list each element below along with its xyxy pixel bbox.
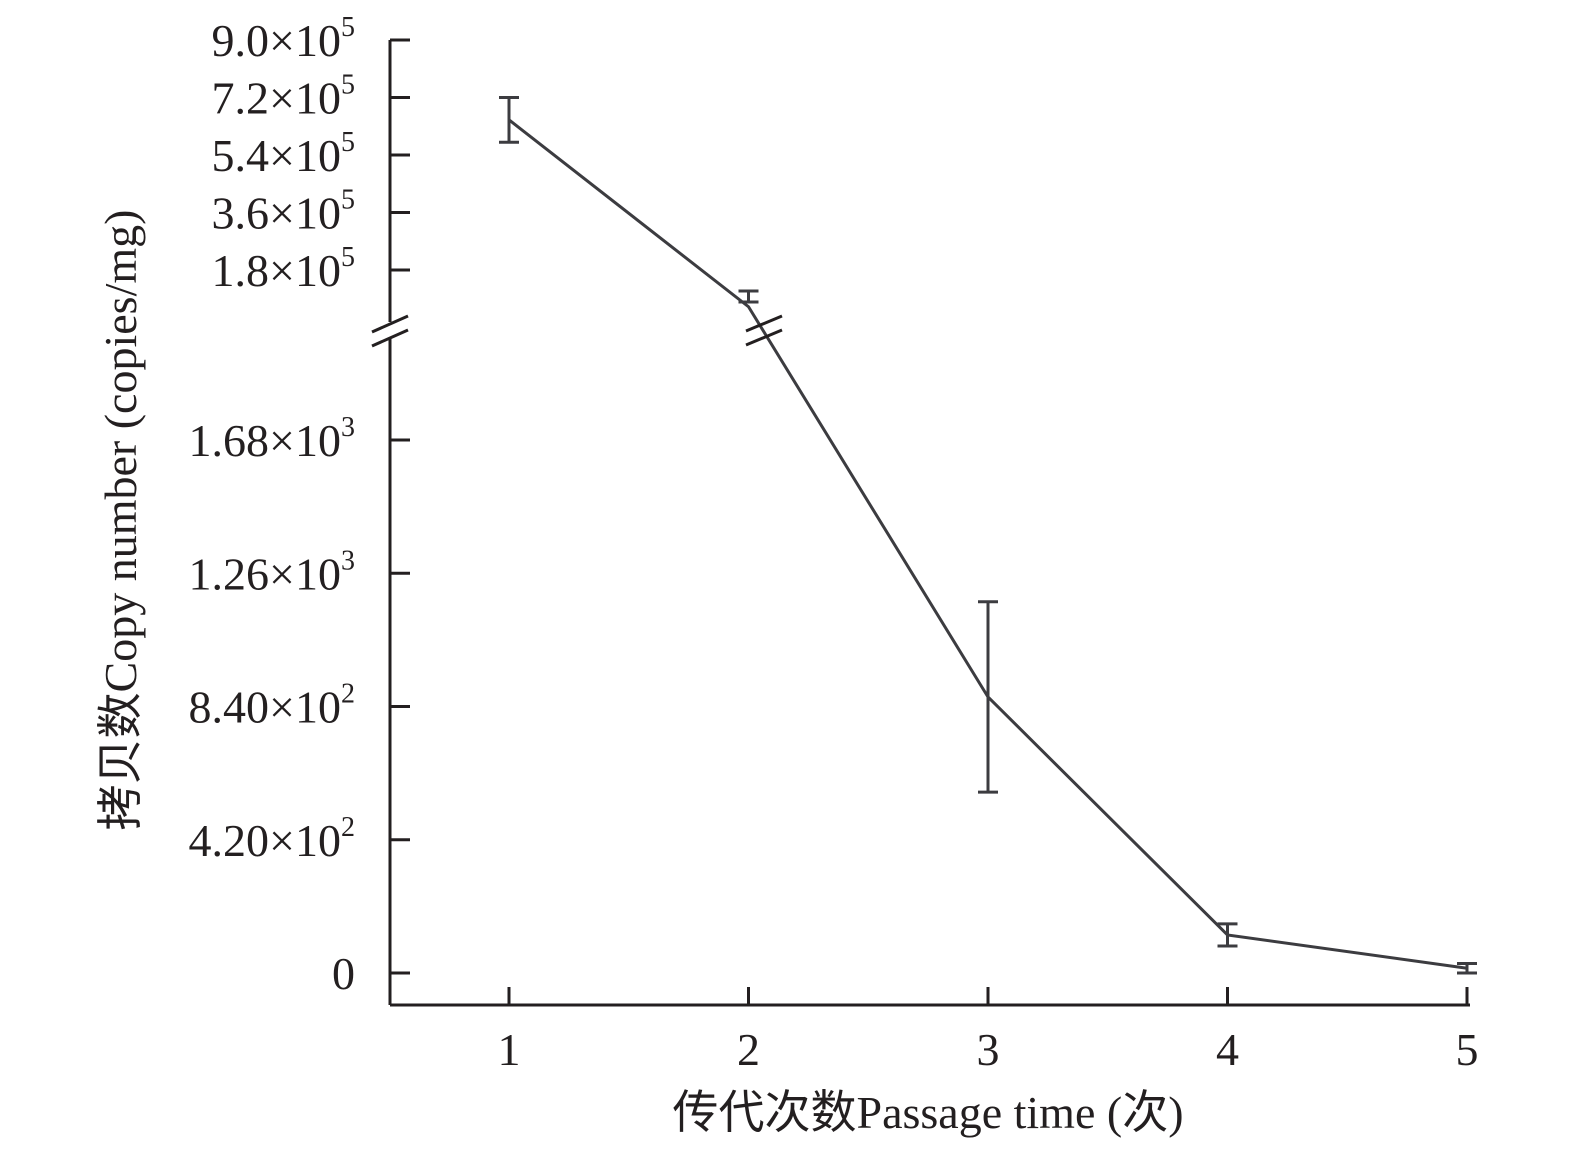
- y-tick-label: 1.26×103: [189, 545, 355, 599]
- error-bar: [499, 96, 519, 144]
- x-axis-title: 传代次数Passage time (次): [672, 1087, 1183, 1138]
- x-tick-label: 2: [737, 1024, 760, 1075]
- line-break-mark: [745, 328, 783, 347]
- y-tick-label: 5.4×105: [212, 127, 355, 181]
- y-tick-label: 4.20×102: [189, 812, 355, 866]
- series-line: [508, 118, 1468, 970]
- axes: [371, 40, 1470, 1007]
- x-ticks: 1 2 3 4 5: [498, 987, 1479, 1075]
- error-bar: [738, 289, 759, 304]
- x-tick-label: 4: [1216, 1024, 1239, 1075]
- y-tick-label: 0: [332, 948, 355, 999]
- y-tick-label: 1.8×105: [212, 242, 355, 296]
- y-tick-label: 3.6×105: [212, 185, 355, 239]
- y-tick-label: 7.2×105: [212, 70, 355, 124]
- y-tick-label: 9.0×105: [212, 12, 355, 66]
- y-tick-label: 1.68×103: [189, 412, 355, 466]
- series: [499, 96, 1477, 975]
- y-axis-break-mark: [371, 314, 409, 334]
- y-ticks: 0 4.20×102 8.40×102 1.26×103 1.68×103 1.8×105…: [189, 12, 410, 999]
- x-tick-label: 5: [1456, 1024, 1479, 1075]
- y-axis-break-mark: [371, 328, 409, 348]
- line-break-mark: [745, 314, 783, 333]
- x-tick-label: 1: [498, 1024, 521, 1075]
- error-bar: [1217, 922, 1238, 948]
- y-axis-title: 拷贝数Copy number (copies/mg): [95, 210, 146, 831]
- error-bar: [978, 600, 998, 794]
- error-bar: [1457, 961, 1477, 975]
- y-tick-label: 8.40×102: [189, 679, 355, 733]
- x-tick-label: 3: [977, 1024, 1000, 1075]
